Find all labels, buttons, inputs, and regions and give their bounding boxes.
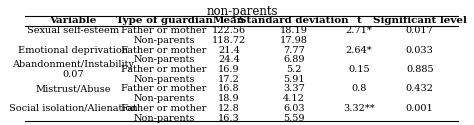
Text: 21.4: 21.4	[218, 46, 240, 54]
Text: 5.59: 5.59	[283, 114, 305, 123]
Text: Social isolation/Alienation: Social isolation/Alienation	[9, 104, 137, 113]
Text: 0.15: 0.15	[348, 65, 370, 74]
Text: 17.98: 17.98	[280, 36, 308, 45]
Text: Father or mother: Father or mother	[121, 26, 207, 35]
Text: 0.432: 0.432	[406, 84, 434, 93]
Text: 16.8: 16.8	[218, 84, 240, 93]
Text: 0.8: 0.8	[351, 84, 367, 93]
Text: 18.9: 18.9	[218, 94, 240, 103]
Text: Non-parents: Non-parents	[133, 94, 195, 103]
Text: Non-parents: Non-parents	[133, 114, 195, 123]
Text: 24.4: 24.4	[218, 55, 240, 64]
Text: 17.2: 17.2	[218, 75, 240, 84]
Text: 5.91: 5.91	[283, 75, 305, 84]
Text: 6.89: 6.89	[283, 55, 305, 64]
Text: Father or mother: Father or mother	[121, 46, 207, 54]
Text: Father or mother: Father or mother	[121, 84, 207, 93]
Text: 2.71*: 2.71*	[346, 26, 373, 35]
Text: t: t	[356, 16, 361, 25]
Text: Father or mother: Father or mother	[121, 104, 207, 113]
Text: Non-parents: Non-parents	[133, 75, 195, 84]
Text: 3.37: 3.37	[283, 84, 305, 93]
Text: 4.12: 4.12	[283, 94, 305, 103]
Text: Significant level: Significant level	[373, 16, 467, 25]
Text: 6.03: 6.03	[283, 104, 305, 113]
Text: 12.8: 12.8	[218, 104, 240, 113]
Text: 118.72: 118.72	[212, 36, 246, 45]
Text: Mean: Mean	[213, 16, 245, 25]
Text: 5.2: 5.2	[286, 65, 302, 74]
Text: 2.64*: 2.64*	[346, 46, 373, 54]
Text: Father or mother: Father or mother	[121, 65, 207, 74]
Text: Non-parents: Non-parents	[133, 36, 195, 45]
Text: Mistrust/Abuse: Mistrust/Abuse	[35, 84, 111, 93]
Text: Standard deviation: Standard deviation	[239, 16, 349, 25]
Text: Sexual self-esteem: Sexual self-esteem	[27, 26, 119, 35]
Text: 0.017: 0.017	[406, 26, 434, 35]
Text: Non-parents: Non-parents	[133, 55, 195, 64]
Text: 18.19: 18.19	[280, 26, 308, 35]
Text: 16.3: 16.3	[218, 114, 240, 123]
Text: 0.001: 0.001	[406, 104, 434, 113]
Text: 0.885: 0.885	[406, 65, 434, 74]
Text: 7.77: 7.77	[283, 46, 305, 54]
Text: Emotional deprivation: Emotional deprivation	[18, 46, 128, 54]
Text: 16.9: 16.9	[218, 65, 240, 74]
Text: Abandonment/Instability
0.07: Abandonment/Instability 0.07	[12, 60, 134, 79]
Text: Variable: Variable	[49, 16, 97, 25]
Text: 122.56: 122.56	[212, 26, 246, 35]
Text: non-parents: non-parents	[206, 5, 278, 18]
Text: 3.32**: 3.32**	[343, 104, 375, 113]
Text: 0.033: 0.033	[406, 46, 434, 54]
Text: Type of guardian: Type of guardian	[116, 16, 212, 25]
